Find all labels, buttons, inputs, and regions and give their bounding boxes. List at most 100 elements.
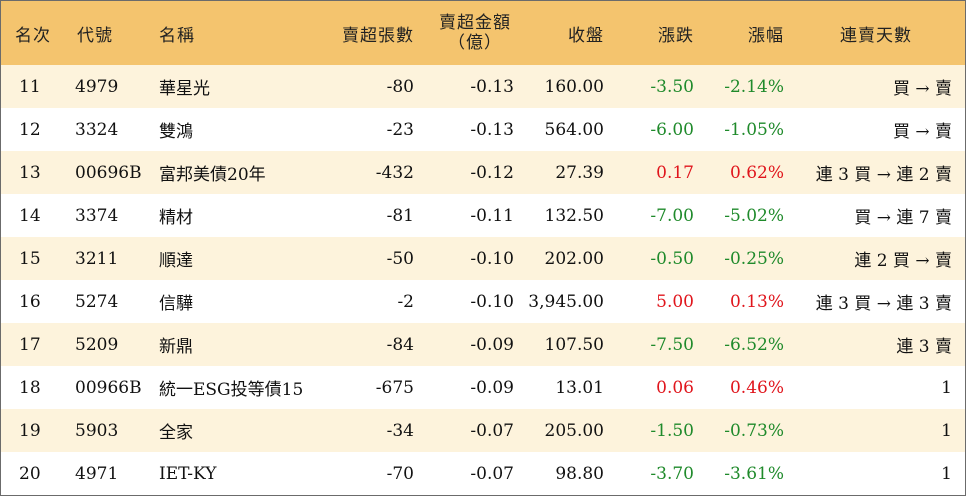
- cell-code: 00696B: [75, 162, 142, 183]
- cell-rank: 12: [19, 119, 41, 140]
- cell-close: 160.00: [544, 76, 604, 97]
- header-code: 代號: [77, 25, 113, 46]
- cell-change-pct: -0.25%: [724, 248, 784, 269]
- cell-sell-lots: -2: [397, 291, 414, 312]
- cell-sell-amount: -0.11: [470, 205, 514, 226]
- cell-sell-amount: -0.07: [470, 420, 514, 441]
- header-name: 名稱: [159, 25, 195, 46]
- header-rank: 名次: [15, 25, 51, 46]
- cell-rank: 17: [19, 334, 41, 355]
- cell-close: 564.00: [544, 119, 604, 140]
- cell-close: 98.80: [555, 463, 604, 484]
- cell-sell-lots: -23: [386, 119, 414, 140]
- cell-name: 精材: [159, 208, 193, 228]
- cell-code: 00966B: [75, 377, 142, 398]
- table-row: 13 00696B 富邦美債20年 -432 -0.12 27.39 0.17 0.62% 連 …: [1, 151, 965, 194]
- header-sell-amount-line1: 賣超金額: [439, 13, 511, 33]
- cell-code: 4971: [75, 463, 119, 484]
- cell-rank: 14: [19, 205, 41, 226]
- header-sell-amount-line2: （億）: [448, 33, 502, 53]
- header-consecutive-days: 連賣天數: [840, 25, 912, 46]
- header-change: 漲跌: [658, 25, 694, 46]
- cell-change: 0.06: [656, 377, 694, 398]
- cell-name: 華星光: [159, 79, 210, 99]
- table-row: 17 5209 新鼎 -84 -0.09 107.50 -7.50 -6.52% 連 3 賣: [1, 323, 965, 366]
- cell-sell-lots: -34: [386, 420, 414, 441]
- cell-sell-lots: -81: [386, 205, 414, 226]
- cell-change: -7.00: [650, 205, 694, 226]
- table-row: 15 3211 順達 -50 -0.10 202.00 -0.50 -0.25% 連 2 買 →…: [1, 237, 965, 280]
- cell-sell-lots: -432: [375, 162, 414, 183]
- cell-consecutive-days: 連 3 買 → 連 3 賣: [815, 294, 952, 314]
- cell-code: 5274: [75, 291, 119, 312]
- cell-sell-lots: -84: [386, 334, 414, 355]
- table-row: 16 5274 信驊 -2 -0.10 3,945.00 5.00 0.13% 連 3 買 → …: [1, 280, 965, 323]
- cell-name: 信驊: [159, 294, 193, 314]
- cell-code: 3324: [75, 119, 119, 140]
- cell-rank: 20: [19, 463, 41, 484]
- cell-close: 13.01: [555, 377, 604, 398]
- cell-consecutive-days: 連 2 買 → 賣: [854, 251, 952, 271]
- cell-code: 5209: [75, 334, 119, 355]
- cell-sell-lots: -50: [386, 248, 414, 269]
- cell-change-pct: 0.46%: [729, 377, 784, 398]
- cell-change: -6.00: [650, 119, 694, 140]
- cell-close: 107.50: [544, 334, 604, 355]
- table-row: 11 4979 華星光 -80 -0.13 160.00 -3.50 -2.14% 買 → 賣: [1, 65, 965, 108]
- cell-sell-amount: -0.09: [470, 377, 514, 398]
- cell-sell-amount: -0.13: [470, 119, 514, 140]
- cell-change: -3.70: [650, 463, 694, 484]
- cell-consecutive-days: 買 → 賣: [892, 79, 952, 99]
- cell-change: 0.17: [656, 162, 694, 183]
- header-close: 收盤: [568, 25, 604, 46]
- cell-close: 205.00: [544, 420, 604, 441]
- table-row: 18 00966B 統一ESG投等債15 -675 -0.09 13.01 0.06 0.46…: [1, 366, 965, 409]
- cell-change-pct: -0.73%: [724, 420, 784, 441]
- table-header: 名次 代號 名稱 賣超張數 賣超金額 （億） 收盤 漲跌 漲幅 連賣天數: [1, 1, 965, 65]
- cell-consecutive-days: 連 3 買 → 連 2 賣: [815, 165, 952, 185]
- cell-sell-amount: -0.12: [470, 162, 514, 183]
- cell-consecutive-days: 連 3 賣: [896, 337, 952, 357]
- cell-name: 順達: [159, 251, 193, 271]
- header-change-pct: 漲幅: [748, 25, 784, 46]
- cell-rank: 13: [19, 162, 41, 183]
- cell-change: -7.50: [650, 334, 694, 355]
- cell-sell-amount: -0.13: [470, 76, 514, 97]
- cell-consecutive-days: 買 → 連 7 賣: [854, 208, 952, 228]
- cell-name: 新鼎: [159, 337, 193, 357]
- header-sell-lots: 賣超張數: [342, 25, 414, 46]
- cell-sell-amount: -0.10: [470, 291, 514, 312]
- cell-rank: 18: [19, 377, 41, 398]
- cell-name: 統一ESG投等債15: [159, 380, 304, 400]
- cell-close: 202.00: [544, 248, 604, 269]
- cell-rank: 19: [19, 420, 41, 441]
- header-sell-amount: 賣超金額 （億）: [427, 1, 523, 65]
- cell-consecutive-days: 1: [941, 420, 952, 441]
- cell-rank: 15: [19, 248, 41, 269]
- cell-name: 富邦美債20年: [159, 165, 266, 185]
- cell-change: -1.50: [650, 420, 694, 441]
- cell-consecutive-days: 1: [941, 463, 952, 484]
- cell-code: 3211: [75, 248, 119, 269]
- cell-close: 132.50: [544, 205, 604, 226]
- cell-sell-amount: -0.09: [470, 334, 514, 355]
- table-row: 20 4971 IET-KY -70 -0.07 98.80 -3.70 -3.61% 1: [1, 452, 965, 495]
- cell-change: -3.50: [650, 76, 694, 97]
- cell-change-pct: -3.61%: [724, 463, 784, 484]
- cell-sell-lots: -80: [386, 76, 414, 97]
- cell-code: 4979: [75, 76, 119, 97]
- cell-change-pct: -2.14%: [724, 76, 784, 97]
- table-row: 12 3324 雙鴻 -23 -0.13 564.00 -6.00 -1.05% 買 → 賣: [1, 108, 965, 151]
- cell-change-pct: -6.52%: [724, 334, 784, 355]
- cell-change: -0.50: [650, 248, 694, 269]
- cell-rank: 11: [19, 76, 41, 97]
- table-row: 14 3374 精材 -81 -0.11 132.50 -7.00 -5.02% 買 → 連 7…: [1, 194, 965, 237]
- cell-close: 27.39: [555, 162, 604, 183]
- cell-name: 雙鴻: [159, 122, 193, 142]
- cell-change-pct: 0.62%: [729, 162, 784, 183]
- cell-sell-amount: -0.07: [470, 463, 514, 484]
- cell-name: IET-KY: [159, 463, 217, 484]
- cell-consecutive-days: 1: [941, 377, 952, 398]
- cell-change-pct: -1.05%: [724, 119, 784, 140]
